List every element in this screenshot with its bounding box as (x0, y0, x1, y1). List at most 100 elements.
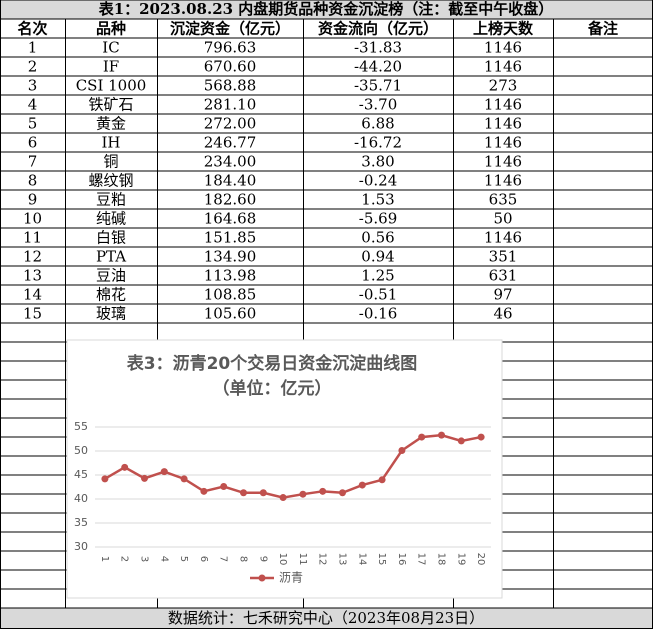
cell: 铜 (103, 153, 118, 171)
cell: 1146 (484, 115, 522, 133)
cell: CSI 1000 (76, 77, 147, 95)
footer-bg (0, 608, 653, 629)
cell: 11 (23, 229, 42, 247)
cell: 184.40 (204, 172, 257, 190)
x-tick-label: 14 (356, 553, 367, 566)
table-footer: 数据统计：七禾研究中心（2023年08月23日） (168, 609, 484, 627)
cell: 46 (493, 305, 512, 323)
point (457, 437, 465, 445)
table: 表1：2023.08.23 内盘期货品种资金沉淀榜（注：截至中午收盘） 数据统计… (17, 0, 618, 627)
point (240, 489, 247, 497)
point (279, 494, 287, 502)
x-tick-label: 10 (277, 553, 288, 566)
cell: 1146 (484, 96, 522, 114)
cell: 1146 (484, 39, 522, 57)
cell: 105.60 (204, 305, 257, 323)
x-tick-label: 12 (317, 553, 328, 566)
y-tick-label: 30 (74, 540, 88, 553)
cell: 棉花 (96, 286, 126, 304)
table-title: 表1：2023.08.23 内盘期货品种资金沉淀榜（注：截至中午收盘） (99, 0, 554, 18)
cell: 4 (28, 96, 38, 114)
point (418, 433, 426, 441)
point (200, 487, 208, 495)
cell: 5 (28, 115, 38, 133)
chart-title: 表3：沥青20个交易日资金沉淀曲线图 (127, 353, 418, 374)
y-tick-label: 35 (74, 516, 88, 529)
cell: -35.71 (354, 77, 402, 95)
y-tick-label: 55 (74, 420, 88, 433)
cell: -3.70 (359, 96, 397, 114)
legend-label: 沥青 (279, 571, 303, 585)
x-tick-label: 7 (218, 556, 229, 562)
x-tick-label: 9 (257, 556, 268, 562)
cell: 1146 (484, 58, 522, 76)
y-tick-label: 50 (74, 444, 88, 457)
cell: 13 (23, 267, 42, 285)
header-cell: 沉淀资金（亿元） (170, 20, 290, 38)
cell: 50 (493, 210, 512, 228)
cell: IC (102, 39, 119, 57)
cell: 273 (489, 77, 518, 95)
cell: -0.51 (359, 286, 397, 304)
title-bg (0, 0, 653, 19)
x-tick-label: 11 (297, 553, 308, 566)
x-tick-label: 1 (99, 556, 110, 562)
cell: 1146 (484, 134, 522, 152)
x-tick-label: 5 (178, 556, 189, 562)
chart: 表3：沥青20个交易日资金沉淀曲线图 （单位：亿元） 3035404550551… (66, 339, 503, 599)
cell: 15 (23, 305, 42, 323)
cell: 3 (28, 77, 38, 95)
header-cell: 备注 (587, 20, 618, 38)
point (299, 490, 307, 498)
point (141, 474, 148, 482)
cell: 113.98 (204, 267, 257, 285)
point (220, 483, 228, 491)
cell: 10 (23, 210, 42, 228)
point (160, 468, 168, 476)
x-tick-label: 19 (455, 553, 466, 566)
header-cell: 上榜天数 (473, 20, 534, 38)
x-tick-label: 8 (238, 556, 249, 562)
cell: 2 (28, 58, 38, 76)
header-cell: 资金流向（亿元） (318, 20, 438, 38)
cell: 白银 (96, 229, 126, 247)
x-tick-label: 3 (139, 556, 150, 562)
cell: 351 (489, 248, 518, 266)
y-tick-label: 45 (74, 468, 88, 481)
cell: 1.25 (361, 267, 394, 285)
point (339, 489, 346, 497)
point (378, 476, 386, 484)
x-tick-label: 15 (376, 553, 387, 566)
cell: 246.77 (204, 134, 257, 152)
cell: 豆粕 (96, 191, 126, 209)
cell: 玻璃 (96, 305, 126, 323)
cell: 14 (23, 286, 42, 304)
cell: 134.90 (204, 248, 257, 266)
x-tick-label: 4 (158, 556, 169, 562)
cell: -44.20 (354, 58, 402, 76)
legend-marker (258, 574, 266, 582)
cell: 635 (489, 191, 518, 209)
cell: -0.24 (359, 172, 397, 190)
point (101, 475, 109, 483)
x-tick-label: 13 (337, 553, 348, 566)
cell: 1146 (484, 172, 522, 190)
cell: 1146 (484, 153, 522, 171)
x-tick-label: 16 (396, 553, 407, 566)
cell: 182.60 (204, 191, 257, 209)
cell: 97 (493, 286, 512, 304)
point (398, 447, 406, 455)
point (180, 475, 188, 483)
cell: -0.16 (359, 305, 397, 323)
point (259, 489, 267, 497)
cell: 8 (28, 172, 38, 190)
cell: -31.83 (354, 39, 402, 57)
chart-area (66, 339, 503, 599)
cell: 568.88 (204, 77, 257, 95)
chart-subtitle: （单位：亿元） (213, 378, 332, 399)
cell: 281.10 (204, 96, 257, 114)
point (121, 463, 129, 471)
header-cell: 名次 (17, 20, 47, 38)
cell: -5.69 (359, 210, 397, 228)
